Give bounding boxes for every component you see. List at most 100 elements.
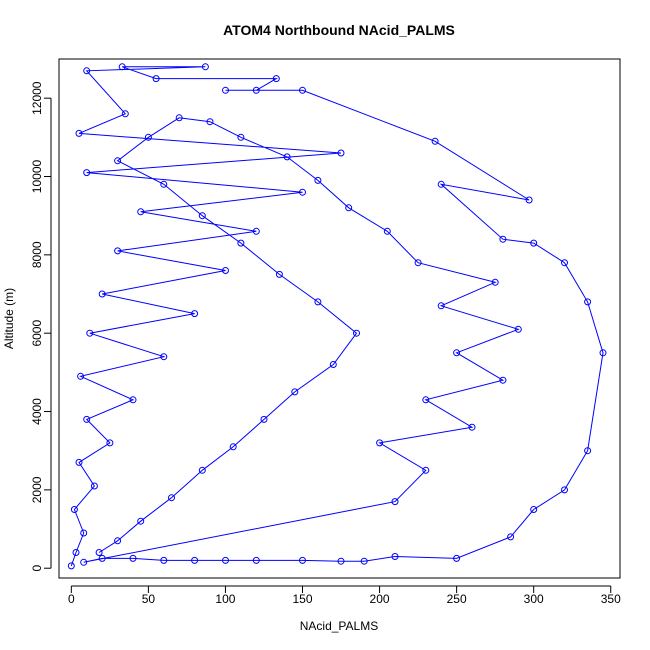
data-point (437, 180, 445, 188)
data-point (201, 63, 209, 71)
plot-data (67, 63, 607, 570)
data-point (106, 439, 114, 447)
data-point (453, 554, 461, 562)
data-point (75, 129, 83, 137)
data-point (114, 537, 122, 545)
data-point (584, 298, 592, 306)
data-point (584, 447, 592, 455)
data-point (237, 239, 245, 247)
x-tick-label: 100 (215, 592, 235, 606)
data-point (160, 556, 168, 564)
data-point (414, 259, 422, 267)
data-point (191, 310, 199, 318)
data-point (80, 558, 88, 566)
data-point (129, 554, 137, 562)
data-point (222, 86, 229, 94)
data-point (422, 396, 430, 404)
data-point (561, 259, 568, 267)
data-point (391, 553, 399, 560)
data-point (272, 75, 280, 83)
data-point (137, 517, 145, 525)
data-point (86, 329, 94, 337)
data-point (121, 110, 129, 118)
data-point (175, 114, 183, 122)
data-point (129, 396, 137, 404)
data-point (360, 557, 368, 565)
data-point (160, 180, 168, 188)
y-tick-label: 10000 (30, 159, 44, 193)
data-point (299, 556, 306, 564)
x-tick-label: 350 (601, 592, 621, 606)
data-point (229, 443, 237, 451)
data-point (275, 270, 283, 278)
data-point (314, 298, 322, 306)
x-tick-label: 50 (142, 592, 156, 606)
data-point (80, 529, 88, 537)
x-tick-label: 0 (68, 592, 75, 606)
data-point (507, 533, 515, 541)
data-point (90, 482, 98, 490)
data-point (391, 498, 399, 506)
data-point (75, 458, 83, 466)
data-point (191, 556, 199, 564)
data-point (137, 208, 145, 216)
y-tick-label: 12000 (30, 81, 44, 115)
data-point (291, 388, 299, 396)
data-point (72, 549, 80, 556)
data-point (353, 329, 360, 337)
x-tick-label: 250 (447, 592, 467, 606)
y-tick-label: 6000 (30, 320, 44, 347)
x-tick-label: 300 (524, 592, 544, 606)
data-point (222, 556, 229, 564)
data-point (337, 149, 345, 157)
data-point (98, 554, 106, 562)
data-point (491, 278, 499, 286)
data-point (206, 118, 214, 126)
data-point (252, 86, 260, 94)
y-axis-label: Altitude (m) (2, 288, 16, 349)
data-point (118, 63, 126, 71)
data-point (314, 176, 322, 184)
y-tick-label: 4000 (30, 398, 44, 425)
data-point (67, 562, 75, 570)
x-axis: 0 50 100 150 200 250 300 350 (68, 585, 621, 606)
data-point (437, 302, 445, 310)
data-point (252, 227, 260, 235)
data-point (83, 67, 91, 75)
data-point (70, 506, 78, 513)
chart-title: ATOM4 Northbound NAcid_PALMS (223, 22, 455, 38)
data-point (168, 494, 175, 502)
data-point (422, 466, 430, 474)
data-point (237, 133, 245, 141)
data-point (114, 247, 122, 255)
data-point (468, 423, 476, 431)
x-tick-label: 150 (292, 592, 312, 606)
data-point (98, 290, 106, 298)
plot-frame (58, 58, 621, 579)
data-point (345, 204, 353, 212)
x-axis-label: NAcid_PALMS (300, 619, 378, 633)
data-point (383, 227, 391, 235)
data-point (198, 212, 206, 220)
data-point (561, 486, 568, 494)
data-point (252, 556, 260, 564)
data-point (299, 86, 306, 94)
y-tick-label: 2000 (30, 476, 44, 503)
data-point (152, 75, 160, 83)
data-point (283, 153, 291, 161)
data-point (260, 415, 268, 423)
data-point (299, 188, 306, 196)
data-point (530, 239, 538, 247)
data-point (431, 137, 439, 145)
data-point (222, 267, 229, 274)
data-point (114, 157, 122, 165)
data-point (376, 439, 384, 447)
data-point (160, 353, 168, 361)
data-point (530, 506, 538, 513)
data-point (329, 361, 337, 368)
data-point (95, 549, 103, 556)
series-line (70, 66, 604, 567)
data-point (83, 169, 91, 177)
